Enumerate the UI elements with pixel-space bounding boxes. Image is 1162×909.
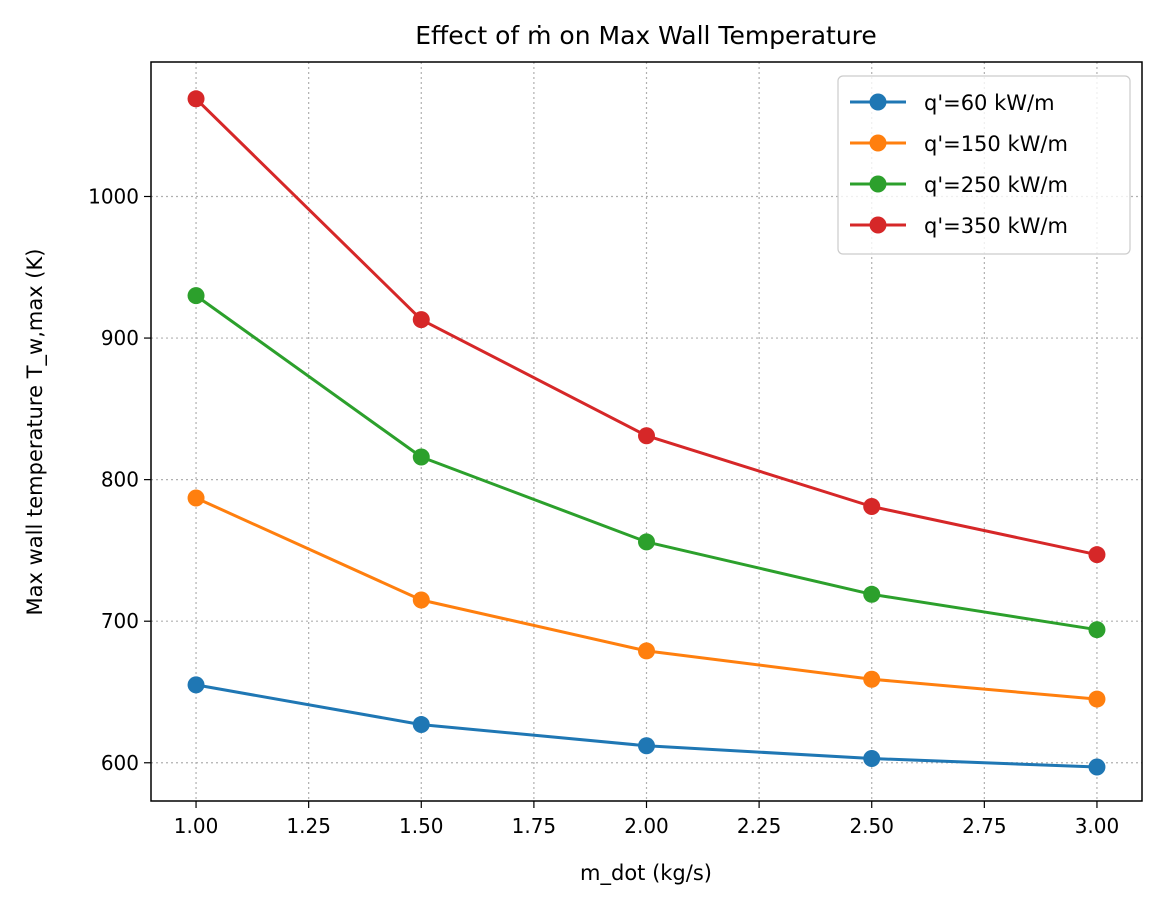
y-axis-label: Max wall temperature T_w,max (K) (23, 249, 48, 616)
data-point (638, 737, 655, 754)
x-tick-label: 3.00 (1075, 814, 1120, 838)
x-tick-label: 2.00 (624, 814, 669, 838)
legend-marker (870, 217, 887, 234)
data-point (863, 671, 880, 688)
legend-marker (870, 94, 887, 111)
x-tick-label: 1.50 (399, 814, 444, 838)
data-point (863, 750, 880, 767)
x-tick-label: 2.50 (849, 814, 894, 838)
legend-marker (870, 176, 887, 193)
data-point (1088, 621, 1105, 638)
chart-title: Effect of ṁ on Max Wall Temperature (415, 21, 877, 50)
data-point (863, 586, 880, 603)
x-tick-label: 1.75 (512, 814, 557, 838)
data-point (638, 533, 655, 550)
data-point (188, 287, 205, 304)
data-point (638, 642, 655, 659)
data-point (413, 448, 430, 465)
x-tick-label: 1.00 (174, 814, 219, 838)
x-axis-label: m_dot (kg/s) (580, 861, 712, 886)
data-point (188, 490, 205, 507)
data-point (1088, 546, 1105, 563)
data-point (413, 591, 430, 608)
data-point (638, 427, 655, 444)
data-point (863, 498, 880, 515)
y-tick-label: 600 (101, 751, 139, 775)
y-tick-label: 800 (101, 468, 139, 492)
data-point (188, 90, 205, 107)
data-point (1088, 691, 1105, 708)
data-point (188, 676, 205, 693)
y-tick-label: 700 (101, 609, 139, 633)
x-tick-label: 2.25 (737, 814, 782, 838)
legend-label: q'=60 kW/m (924, 91, 1055, 115)
y-tick-label: 900 (101, 326, 139, 350)
data-point (1088, 759, 1105, 776)
x-tick-label: 2.75 (962, 814, 1007, 838)
x-tick-label: 1.25 (286, 814, 331, 838)
legend: q'=60 kW/m q'=150 kW/m q'=250 kW/m q'=350 k… (838, 76, 1130, 254)
data-point (413, 716, 430, 733)
legend-label: q'=150 kW/m (924, 132, 1068, 156)
legend-label: q'=250 kW/m (924, 173, 1068, 197)
data-point (413, 311, 430, 328)
legend-marker (870, 135, 887, 152)
legend-label: q'=350 kW/m (924, 214, 1068, 238)
y-tick-label: 1000 (88, 184, 139, 208)
